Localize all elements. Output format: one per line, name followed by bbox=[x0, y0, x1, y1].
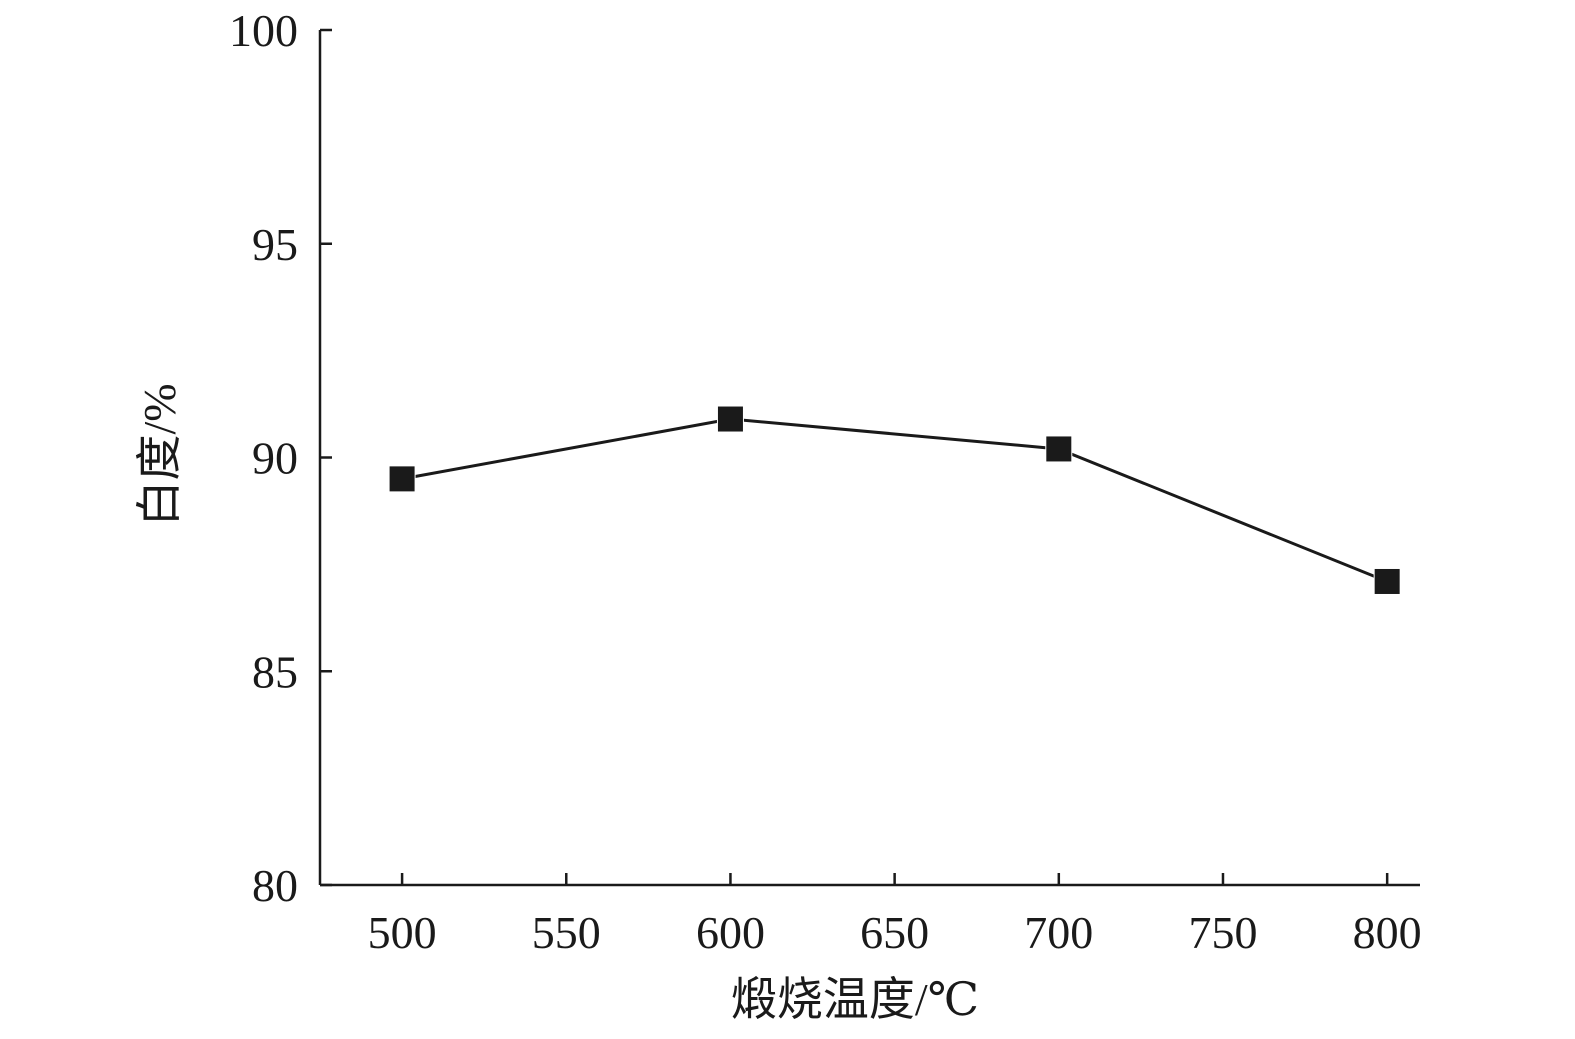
y-axis-ticks: 80 85 90 95 100 bbox=[229, 5, 332, 911]
x-tick-label: 600 bbox=[696, 907, 765, 958]
series-line bbox=[401, 417, 1388, 583]
data-point bbox=[1373, 567, 1401, 595]
y-tick-label: 100 bbox=[229, 5, 298, 56]
y-tick-label: 90 bbox=[252, 433, 298, 484]
x-axis-title: 煅烧温度/℃ bbox=[731, 974, 979, 1025]
x-tick-label: 700 bbox=[1024, 907, 1093, 958]
x-axis-ticks: 500 550 600 650 700 750 800 bbox=[368, 873, 1422, 958]
axes bbox=[318, 30, 1420, 887]
series-layer bbox=[388, 405, 1401, 595]
y-tick-label: 85 bbox=[252, 646, 298, 697]
x-tick-label: 800 bbox=[1353, 907, 1422, 958]
x-tick-label: 550 bbox=[532, 907, 601, 958]
y-tick-label: 80 bbox=[252, 860, 298, 911]
y-tick-label: 95 bbox=[252, 219, 298, 270]
y-axis-title: 白度/% bbox=[134, 383, 185, 526]
data-point bbox=[388, 465, 416, 493]
data-point bbox=[716, 405, 744, 433]
data-point bbox=[1045, 435, 1073, 463]
x-tick-label: 500 bbox=[368, 907, 437, 958]
x-tick-label: 750 bbox=[1188, 907, 1257, 958]
x-tick-label: 650 bbox=[860, 907, 929, 958]
